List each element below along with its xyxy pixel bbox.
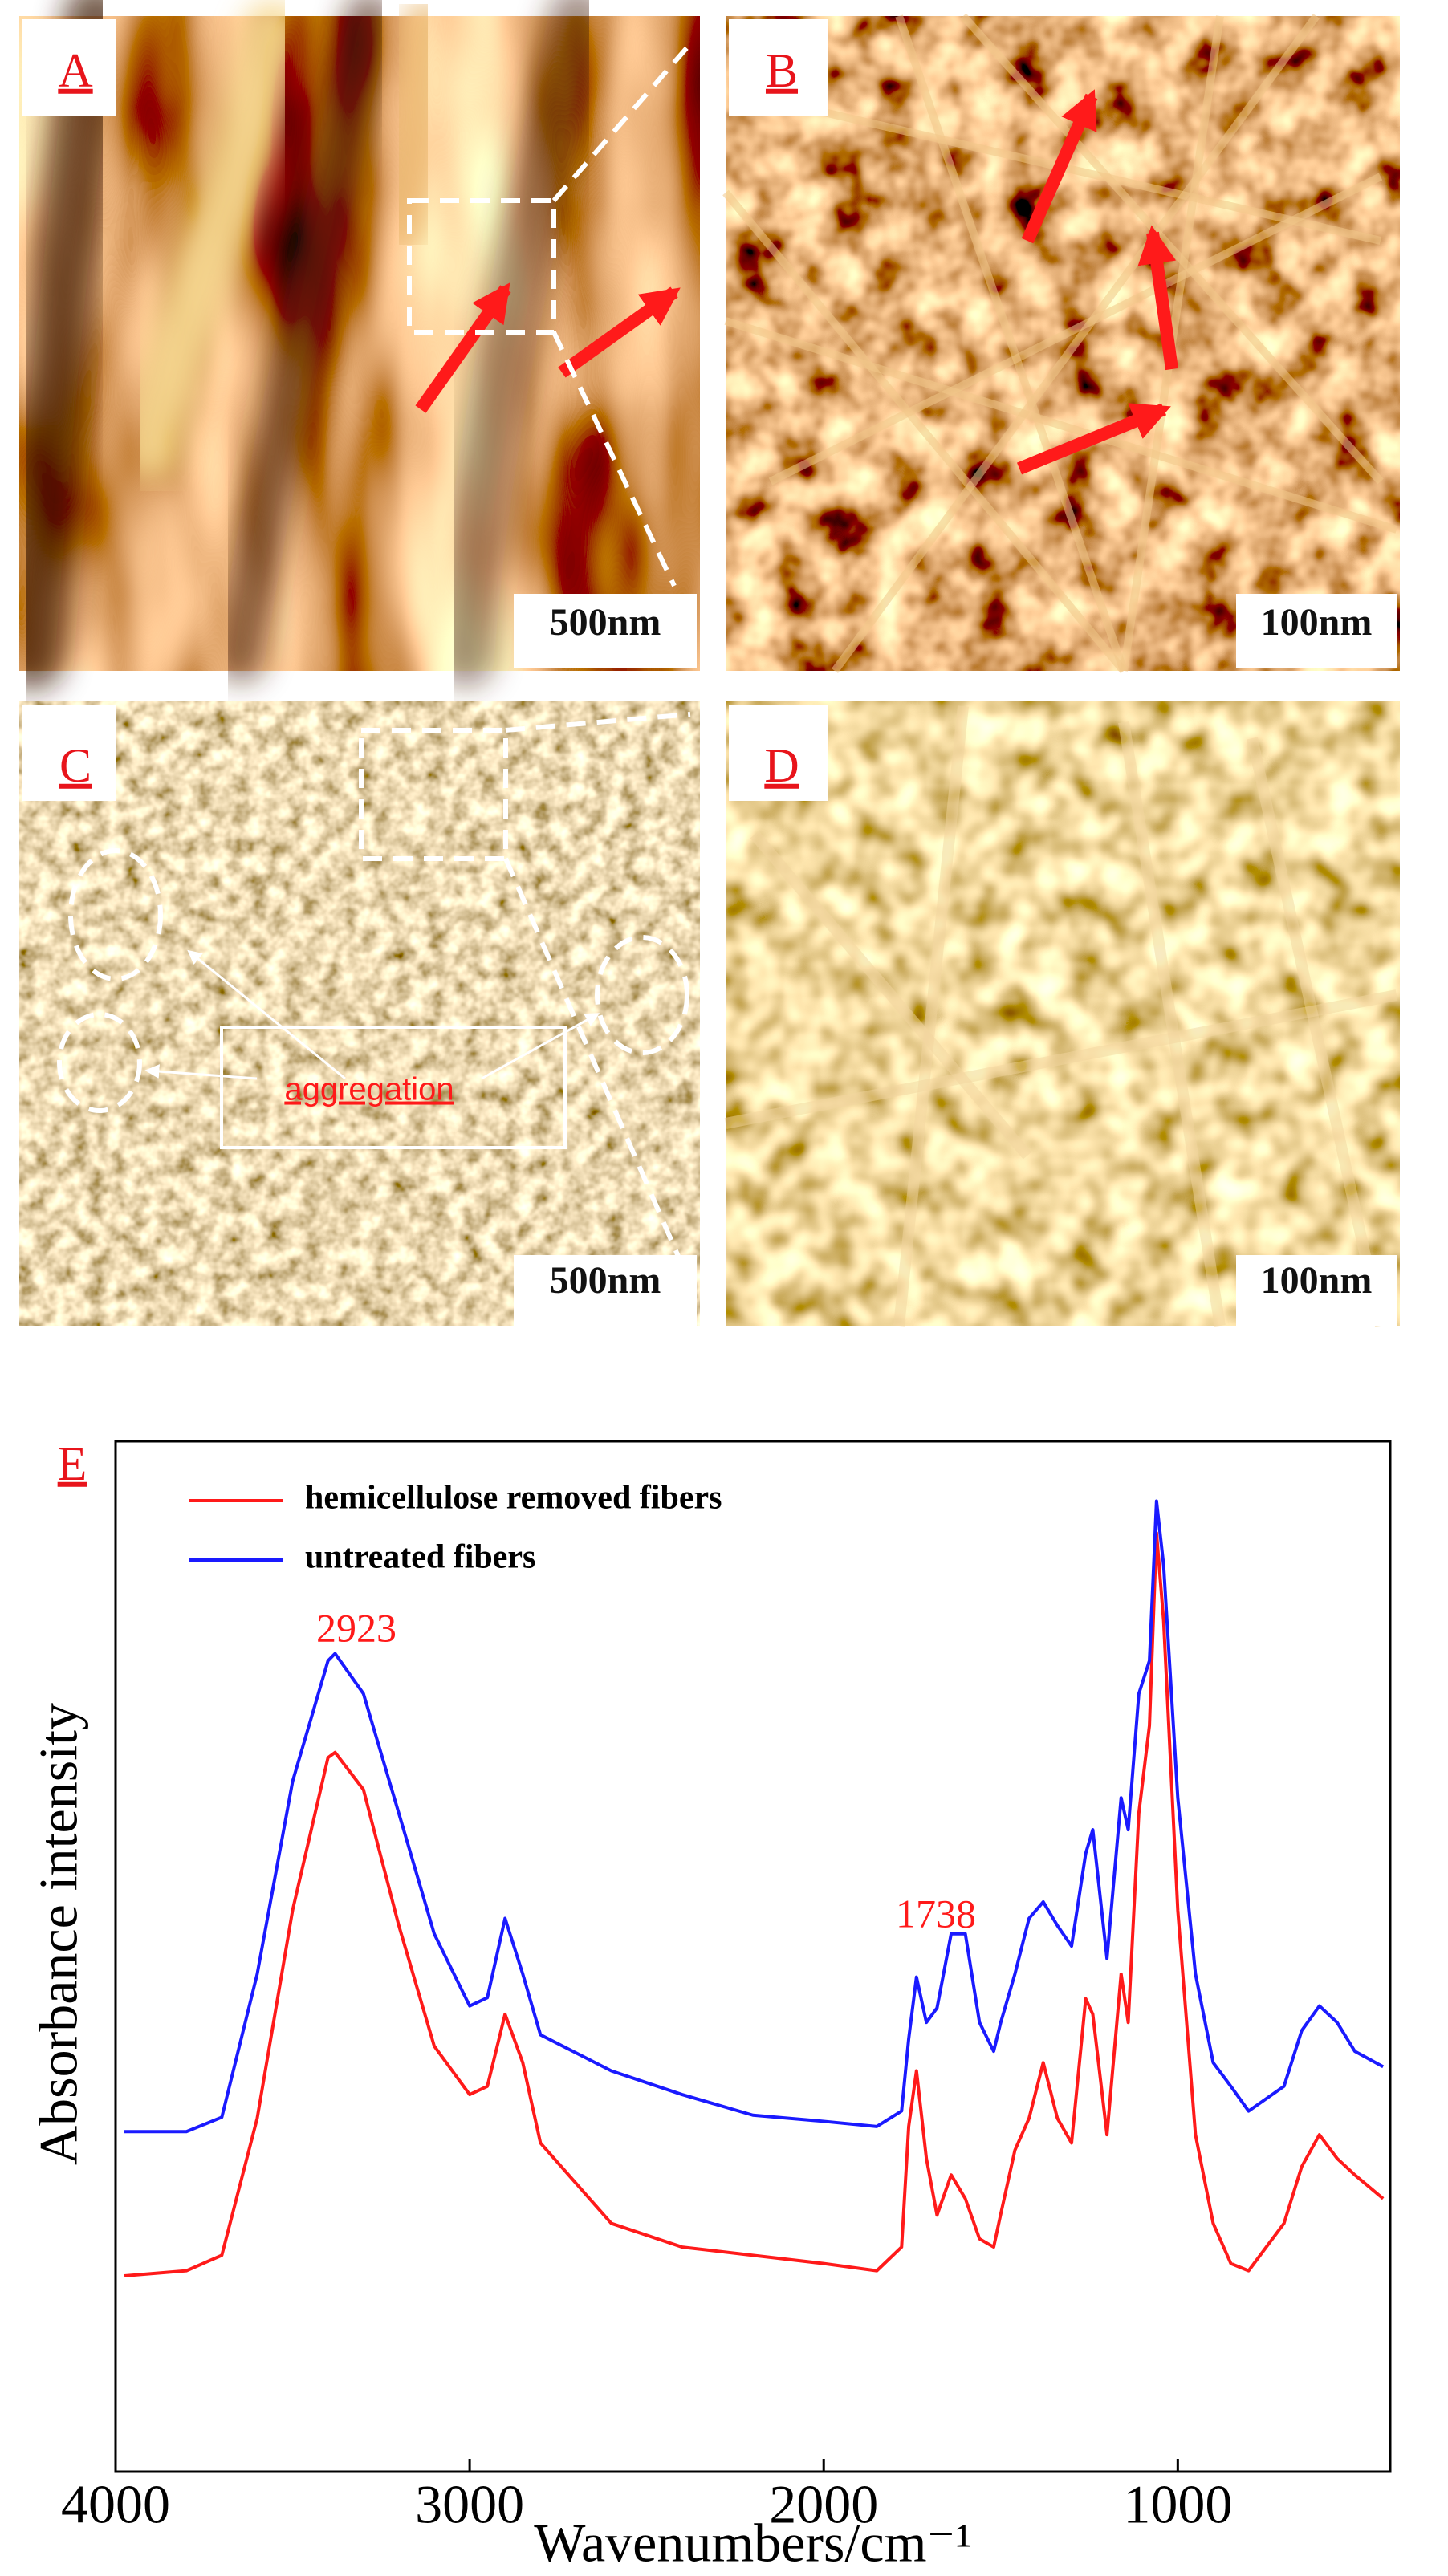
fiber bbox=[750, 831, 1032, 1160]
fiber bbox=[724, 317, 1398, 534]
annotation-arrow bbox=[481, 1013, 600, 1080]
panel-label: C bbox=[59, 739, 92, 792]
panel-label: D bbox=[764, 739, 799, 792]
y-axis-label: Absorbance intensity bbox=[28, 1703, 89, 2165]
chart: E Absorbance intensity Wavenumbers/cm⁻¹ … bbox=[28, 1437, 1392, 2574]
fiber bbox=[831, 14, 1320, 673]
topography-band bbox=[122, 2, 303, 480]
x-tick-label: 2000 bbox=[769, 2474, 878, 2535]
label-box bbox=[22, 19, 116, 116]
scale-bar-label: 500nm bbox=[550, 1259, 661, 1302]
annotation-box bbox=[220, 1026, 567, 1149]
scale-bar-label: 500nm bbox=[550, 601, 661, 644]
fiber bbox=[895, 14, 1128, 672]
annotation: aggregation bbox=[284, 1072, 454, 1107]
scale-bar-label: 100nm bbox=[1261, 1259, 1373, 1302]
arrow bbox=[1016, 403, 1171, 475]
x-tick-label: 3000 bbox=[415, 2474, 524, 2535]
panel-label: A bbox=[58, 44, 92, 97]
fiber bbox=[768, 173, 1383, 486]
aggregation-ring bbox=[595, 935, 689, 1055]
fiber bbox=[753, 92, 1382, 245]
panel-labels: A B C D 500nm 100nm 500nm 100nm aggregat… bbox=[22, 19, 1397, 1326]
scale-box bbox=[1236, 1255, 1397, 1326]
fiber bbox=[893, 705, 969, 1327]
legend-label: untreated fibers bbox=[305, 1539, 535, 1576]
arrow bbox=[1137, 225, 1178, 371]
annotation-arrow bbox=[144, 1064, 258, 1080]
aggregation-ring bbox=[57, 1012, 142, 1113]
zoom-box bbox=[407, 198, 556, 335]
aggregation-ring bbox=[68, 848, 163, 981]
fiber bbox=[722, 189, 1127, 674]
scale-box bbox=[514, 1255, 697, 1326]
panel-label: B bbox=[766, 44, 798, 97]
annotation-arrow bbox=[187, 949, 346, 1080]
topography-band bbox=[217, 0, 393, 682]
arrow bbox=[1021, 89, 1098, 244]
zoom-line bbox=[551, 331, 677, 587]
plot-frame bbox=[114, 1440, 1392, 2473]
x-tick-label: 4000 bbox=[61, 2474, 170, 2535]
series-line bbox=[124, 1499, 1385, 2134]
legend-label: hemicellulose removed fibers bbox=[305, 1480, 722, 1517]
image-panels bbox=[0, 0, 1400, 1327]
zoom-box bbox=[359, 728, 508, 861]
fiber bbox=[1247, 737, 1386, 1327]
scale-box bbox=[1236, 594, 1397, 668]
series-line bbox=[124, 1531, 1385, 2278]
label-box bbox=[22, 705, 116, 801]
zoom-line bbox=[505, 712, 691, 733]
fiber bbox=[724, 989, 1398, 1129]
scale-bar-label: 100nm bbox=[1261, 601, 1373, 644]
x-axis-label: Wavenumbers/cm⁻¹ bbox=[534, 2513, 972, 2574]
afm-image bbox=[19, 701, 700, 1326]
peak-annotation: 2923 bbox=[316, 1605, 397, 1650]
label-box bbox=[729, 19, 828, 116]
label-box bbox=[729, 705, 828, 801]
panel-label: E bbox=[58, 1437, 87, 1490]
peak-annotation: 1738 bbox=[896, 1891, 976, 1936]
zoom-line bbox=[503, 857, 693, 1286]
arrow bbox=[558, 286, 681, 378]
topography-band bbox=[377, 0, 449, 249]
scale-box bbox=[514, 594, 697, 668]
x-tick-label: 1000 bbox=[1123, 2474, 1232, 2535]
arrow bbox=[415, 282, 511, 413]
zoom-line bbox=[551, 39, 696, 202]
fiber bbox=[1118, 721, 1226, 1327]
